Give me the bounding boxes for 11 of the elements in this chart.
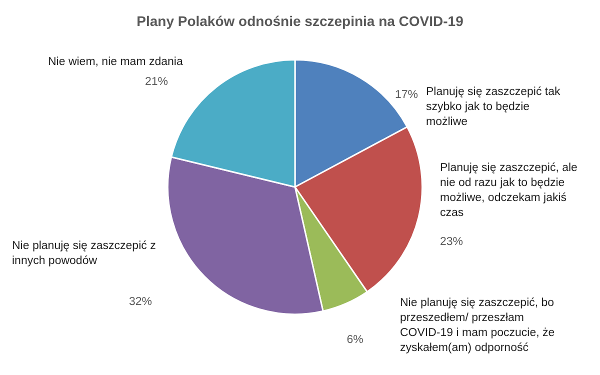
slice-label: Planuję się zaszczepić tak szybko jak to będzie możliwe	[426, 86, 560, 128]
data-label: 23%	[440, 236, 464, 248]
slice-label: Nie planuję się zaszczepić, bo przeszedłem/ przeszłam COVID-19 i mam poczucie, że zyskałem(am) odporność	[400, 297, 555, 354]
data-label: 17%	[394, 89, 418, 102]
slice-label: Nie wiem, nie mam zdania	[48, 56, 184, 68]
data-label: 21%	[144, 76, 168, 88]
data-label: 32%	[128, 296, 152, 308]
slice-label: Nie planuję się zaszczepić z innych powodów	[12, 240, 156, 268]
data-label: 6%	[346, 334, 364, 346]
chart-title: Plany Polaków odnośnie szczepinia na COVID-19	[136, 12, 464, 29]
slice-label: Planuję się zaszczepić, ale nie od razu jak to będzie możliwe, odczekam jakiś czas	[440, 162, 578, 220]
